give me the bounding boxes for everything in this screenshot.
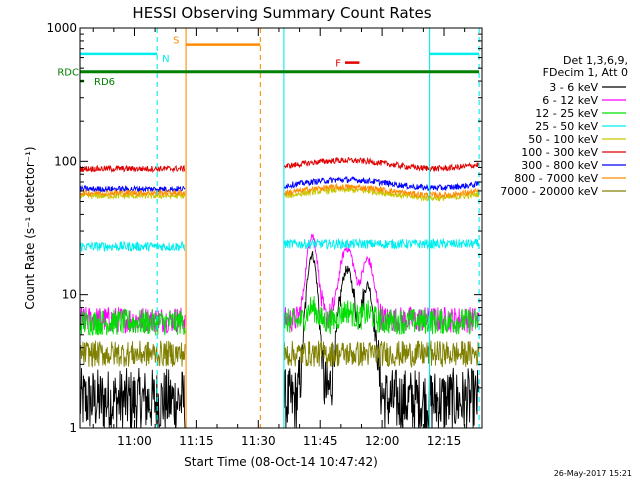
annotation-label-rd6-5: RD6: [94, 77, 115, 88]
y-axis-label: Count Rate (s⁻¹ detector⁻¹): [23, 146, 37, 309]
x-axis-label: Start Time (08-Oct-14 10:47:42): [184, 455, 378, 469]
annotation-label-f-3: F: [335, 59, 341, 70]
series-line-6-seg0: [80, 184, 186, 193]
legend-entry-1: 6 - 12 keV: [542, 94, 598, 107]
series-line-8-seg0: [80, 340, 186, 368]
x-tick-label-4: 12:00: [365, 434, 400, 448]
legend-entry-7: 800 - 7000 keV: [514, 172, 598, 185]
series-line-3-seg0: [80, 240, 186, 253]
legend-header-1: FDecim 1, Att 0: [543, 66, 628, 79]
annotation-label-n-1: N: [162, 54, 169, 65]
y-tick-label-1: 10: [62, 288, 77, 302]
x-tick-label-5: 12:15: [427, 434, 462, 448]
x-tick-label-3: 11:45: [303, 434, 338, 448]
series-line-0-seg1: [283, 251, 480, 428]
series-layer: [80, 156, 480, 428]
series-line-7-seg1: [283, 182, 480, 200]
y-tick-label-2: 100: [54, 154, 77, 168]
marker-layer: [80, 28, 480, 428]
series-line-2-seg1: [283, 295, 480, 335]
series-line-6-seg1: [283, 175, 480, 192]
legend-entry-6: 300 - 800 keV: [521, 159, 598, 172]
series-line-5-seg1: [283, 156, 480, 173]
x-tick-label-0: 11:00: [117, 434, 152, 448]
y-tick-label-3: 1000: [46, 21, 77, 35]
annotation-layer: SNNFRDCRD6: [57, 36, 480, 88]
annotation-label-s-0: S: [173, 36, 179, 47]
plot-frame: [79, 27, 483, 429]
series-line-2-seg0: [80, 307, 186, 336]
legend-entry-3: 25 - 50 keV: [535, 120, 598, 133]
series-line-7-seg0: [80, 188, 186, 198]
legend-entry-2: 12 - 25 keV: [535, 107, 598, 120]
legend-entry-8: 7000 - 20000 keV: [500, 185, 598, 198]
legend-header-0: Det 1,3,6,9,: [563, 54, 628, 67]
timestamp-label: 26-May-2017 15:21: [554, 469, 632, 478]
x-tick-label-1: 11:15: [179, 434, 214, 448]
series-line-8-seg1: [283, 340, 480, 369]
x-tick-label-2: 11:30: [241, 434, 276, 448]
series-line-3-seg1: [283, 237, 480, 250]
series-line-0-seg0: [80, 367, 186, 428]
annotation-label-rdc-4: RDC: [57, 68, 79, 79]
chart-title: HESSI Observing Summary Count Rates: [132, 4, 431, 22]
axes-layer: 1 10 100 1000 11:00 11:15 11:30 11:45 12:00 12:15: [46, 21, 482, 448]
legend-entry-0: 3 - 6 keV: [549, 81, 598, 94]
series-line-5-seg0: [80, 164, 186, 174]
legend-entry-4: 50 - 100 keV: [528, 133, 598, 146]
y-tick-label-0: 1: [69, 421, 77, 435]
legend-entry-5: 100 - 300 keV: [521, 146, 598, 159]
